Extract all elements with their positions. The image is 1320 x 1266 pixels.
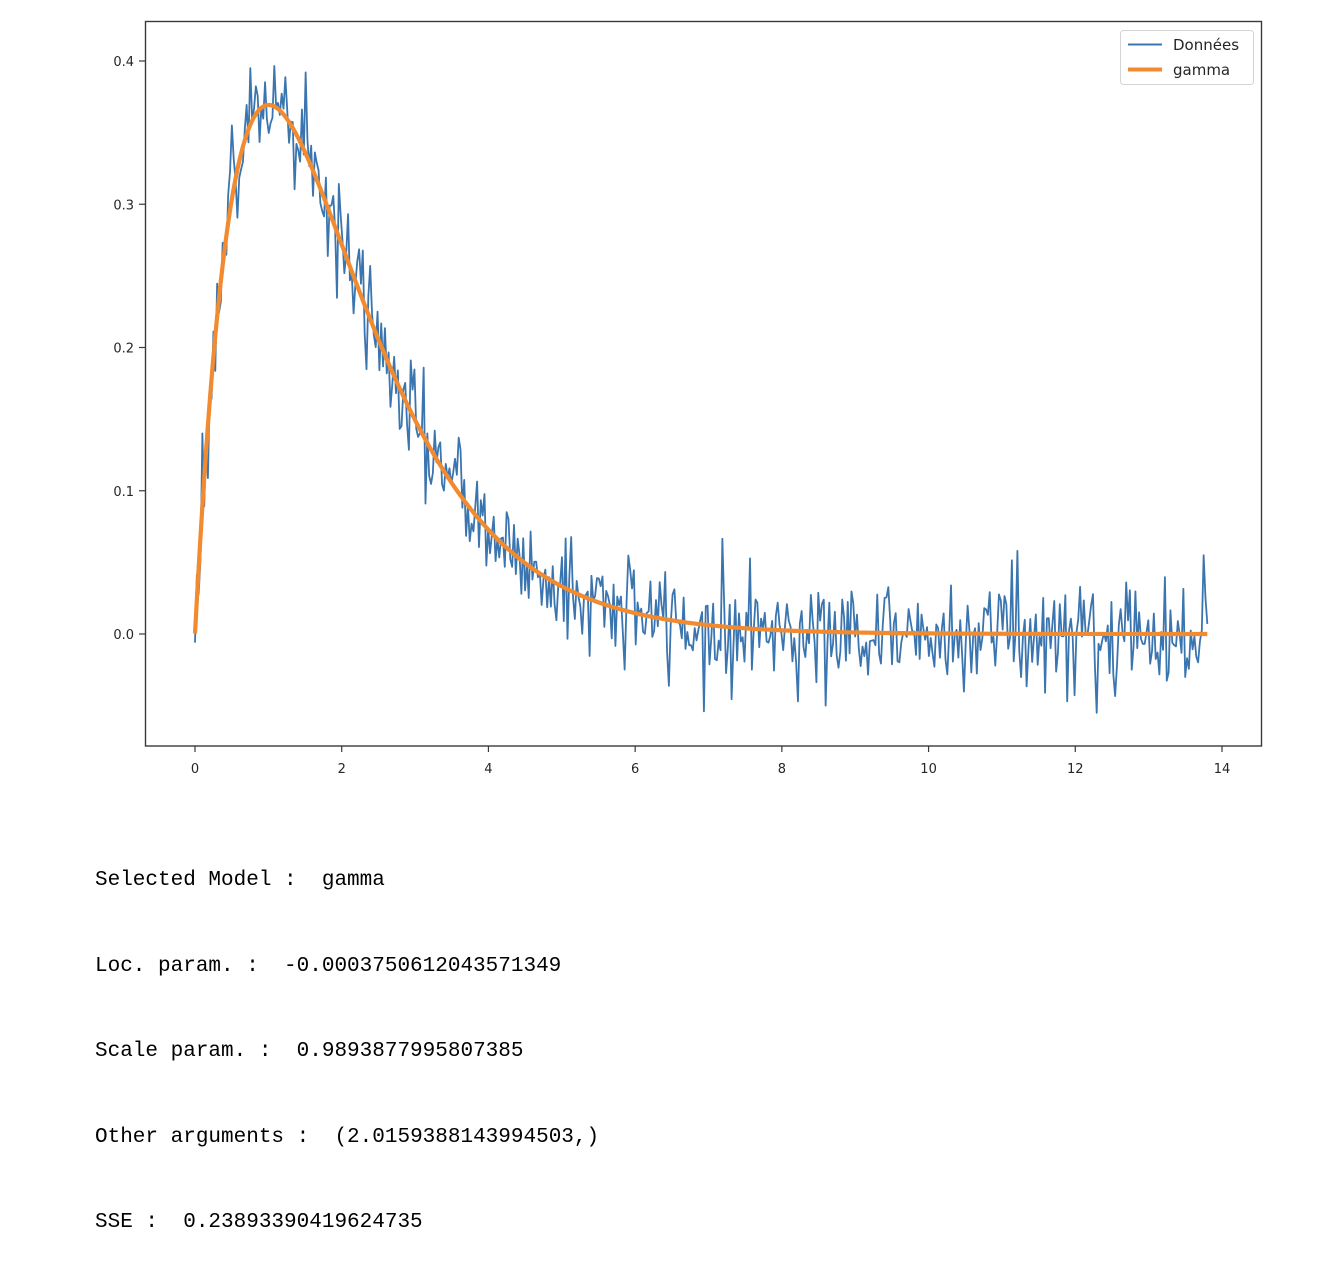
output-line-scale-param: Scale param. : 0.9893877995807385 — [95, 1038, 599, 1067]
x-tick-label: 12 — [1067, 762, 1084, 777]
x-tick-label: 0 — [191, 762, 199, 777]
output-label: Selected Model : — [95, 869, 322, 892]
y-tick-label: 0.2 — [113, 342, 134, 357]
output-line-sse: SSE : 0.23893390419624735 — [95, 1209, 599, 1238]
gamma-fit-line — [192, 102, 1208, 637]
legend-item-gamma: gamma — [1128, 61, 1230, 79]
chart-figure: 0 2 4 6 8 10 12 14 0.0 0.1 0.2 0.3 0.4 Données gamm… — [113, 20, 1263, 777]
output-line-selected-model: Selected Model : gamma — [95, 867, 599, 896]
legend-item-donnees: Données — [1128, 36, 1239, 54]
y-tick-label: 0.0 — [113, 628, 134, 643]
legend-label-donnees: Données — [1173, 36, 1239, 54]
x-tick-label: 2 — [338, 762, 346, 777]
y-tick-label: 0.1 — [113, 485, 134, 500]
output-label: Scale param. : — [95, 1040, 297, 1063]
x-axis: 0 2 4 6 8 10 12 14 — [191, 746, 1230, 777]
output-label: SSE : — [95, 1211, 184, 1234]
sse-value: 0.23893390419624735 — [183, 1211, 423, 1234]
y-tick-label: 0.3 — [113, 198, 134, 213]
y-tick-label: 0.4 — [113, 55, 134, 70]
x-tick-label: 4 — [484, 762, 492, 777]
loc-param-value: -0.0003750612043571349 — [284, 954, 562, 978]
output-label: Other arguments : — [95, 1125, 335, 1149]
output-line-loc-param: Loc. param. : -0.0003750612043571349 — [95, 953, 599, 982]
x-tick-label: 10 — [920, 762, 937, 777]
scale-param-value: 0.9893877995807385 — [296, 1040, 524, 1063]
legend: Données gamma — [1120, 30, 1254, 85]
axes-frame — [144, 20, 1263, 747]
output-line-other-arguments: Other arguments : (2.0159388143994503,) — [95, 1124, 599, 1153]
fit-results-output: Selected Model : gamma Loc. param. : -0.… — [95, 810, 599, 1266]
x-tick-label: 14 — [1214, 762, 1231, 777]
legend-label-gamma: gamma — [1173, 61, 1230, 79]
other-arguments-value: (2.0159388143994503,) — [334, 1125, 600, 1149]
plot-area: 0 2 4 6 8 10 12 14 0.0 0.1 0.2 0.3 0.4 Données gamm… — [113, 20, 1263, 777]
output-label: Loc. param. : — [95, 954, 285, 978]
x-tick-label: 8 — [778, 762, 786, 777]
data-series-line — [194, 65, 1209, 714]
selected-model-value: gamma — [321, 869, 385, 892]
x-tick-label: 6 — [631, 762, 639, 777]
y-axis: 0.0 0.1 0.2 0.3 0.4 — [113, 55, 145, 643]
